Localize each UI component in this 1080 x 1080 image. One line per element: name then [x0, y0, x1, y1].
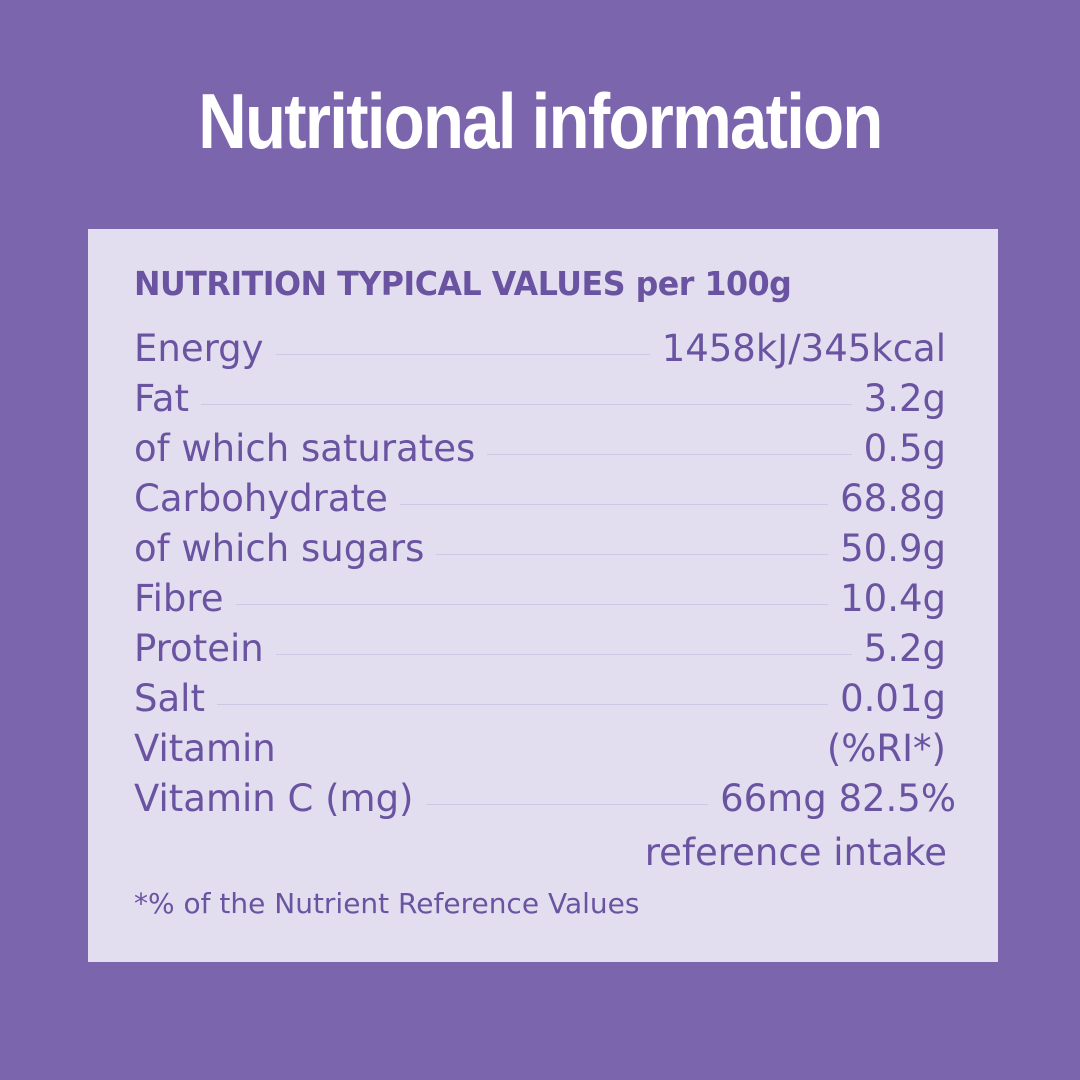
nutrient-label: Vitamin: [134, 727, 276, 770]
nutrition-row-salt: Salt 0.01g: [134, 674, 946, 724]
nutrition-panel: NUTRITION TYPICAL VALUES per 100g Energy…: [88, 229, 998, 962]
nutrition-row-protein: Protein 5.2g: [134, 624, 946, 674]
nutrient-value: 1458kJ/345kcal: [661, 327, 946, 370]
dotted-leader: [399, 504, 829, 505]
nutrient-label: Fibre: [134, 577, 224, 620]
nutrition-rows: Energy 1458kJ/345kcal Fat 3.2g of which …: [134, 324, 956, 824]
nutrition-row-fat: Fat 3.2g: [134, 374, 946, 424]
nutrition-heading: NUTRITION TYPICAL VALUES per 100g: [134, 264, 792, 303]
nutrition-row-carbohydrate: Carbohydrate 68.8g: [134, 474, 946, 524]
nutrition-row-fibre: Fibre 10.4g: [134, 574, 946, 624]
dotted-leader: [201, 404, 852, 405]
page-title: Nutritional information: [198, 77, 883, 165]
dotted-leader: [436, 554, 829, 555]
nutrient-label: Energy: [134, 327, 264, 370]
nutrient-value: 66mg 82.5%: [720, 777, 956, 820]
nutrient-label: Protein: [134, 627, 264, 670]
dotted-leader: [275, 654, 852, 655]
nutrient-label: Fat: [134, 377, 190, 420]
nutrient-value: 50.9g: [840, 527, 946, 570]
nutrition-row-sugars: of which sugars 50.9g: [134, 524, 946, 574]
dotted-leader: [275, 354, 650, 355]
nutrition-row-energy: Energy 1458kJ/345kcal: [134, 324, 946, 374]
footnote: *% of the Nutrient Reference Values: [134, 887, 640, 920]
nutrient-label: Vitamin C (mg): [134, 777, 414, 820]
nutrition-row-saturates: of which saturates 0.5g: [134, 424, 946, 474]
nutrient-label: Salt: [134, 677, 205, 720]
dotted-leader: [216, 704, 829, 705]
nutrient-value: (%RI*): [826, 727, 946, 770]
dotted-leader: [235, 604, 829, 605]
dotted-leader: [487, 454, 852, 455]
dotted-leader: [288, 754, 815, 755]
nutrition-row-vitamin-c: Vitamin C (mg) 66mg 82.5%: [134, 774, 956, 824]
reference-intake-note: reference intake: [644, 831, 947, 874]
nutrient-value: 0.5g: [863, 427, 946, 470]
nutrient-value: 0.01g: [840, 677, 946, 720]
nutrient-value: 10.4g: [840, 577, 946, 620]
nutrient-label: of which saturates: [134, 427, 476, 470]
dotted-leader: [425, 804, 709, 805]
nutrient-value: 5.2g: [863, 627, 946, 670]
nutrient-value: 68.8g: [840, 477, 946, 520]
nutrient-label: of which sugars: [134, 527, 425, 570]
nutrient-label: Carbohydrate: [134, 477, 388, 520]
nutrition-row-vitamin: Vitamin (%RI*): [134, 724, 946, 774]
nutrient-value: 3.2g: [863, 377, 946, 420]
